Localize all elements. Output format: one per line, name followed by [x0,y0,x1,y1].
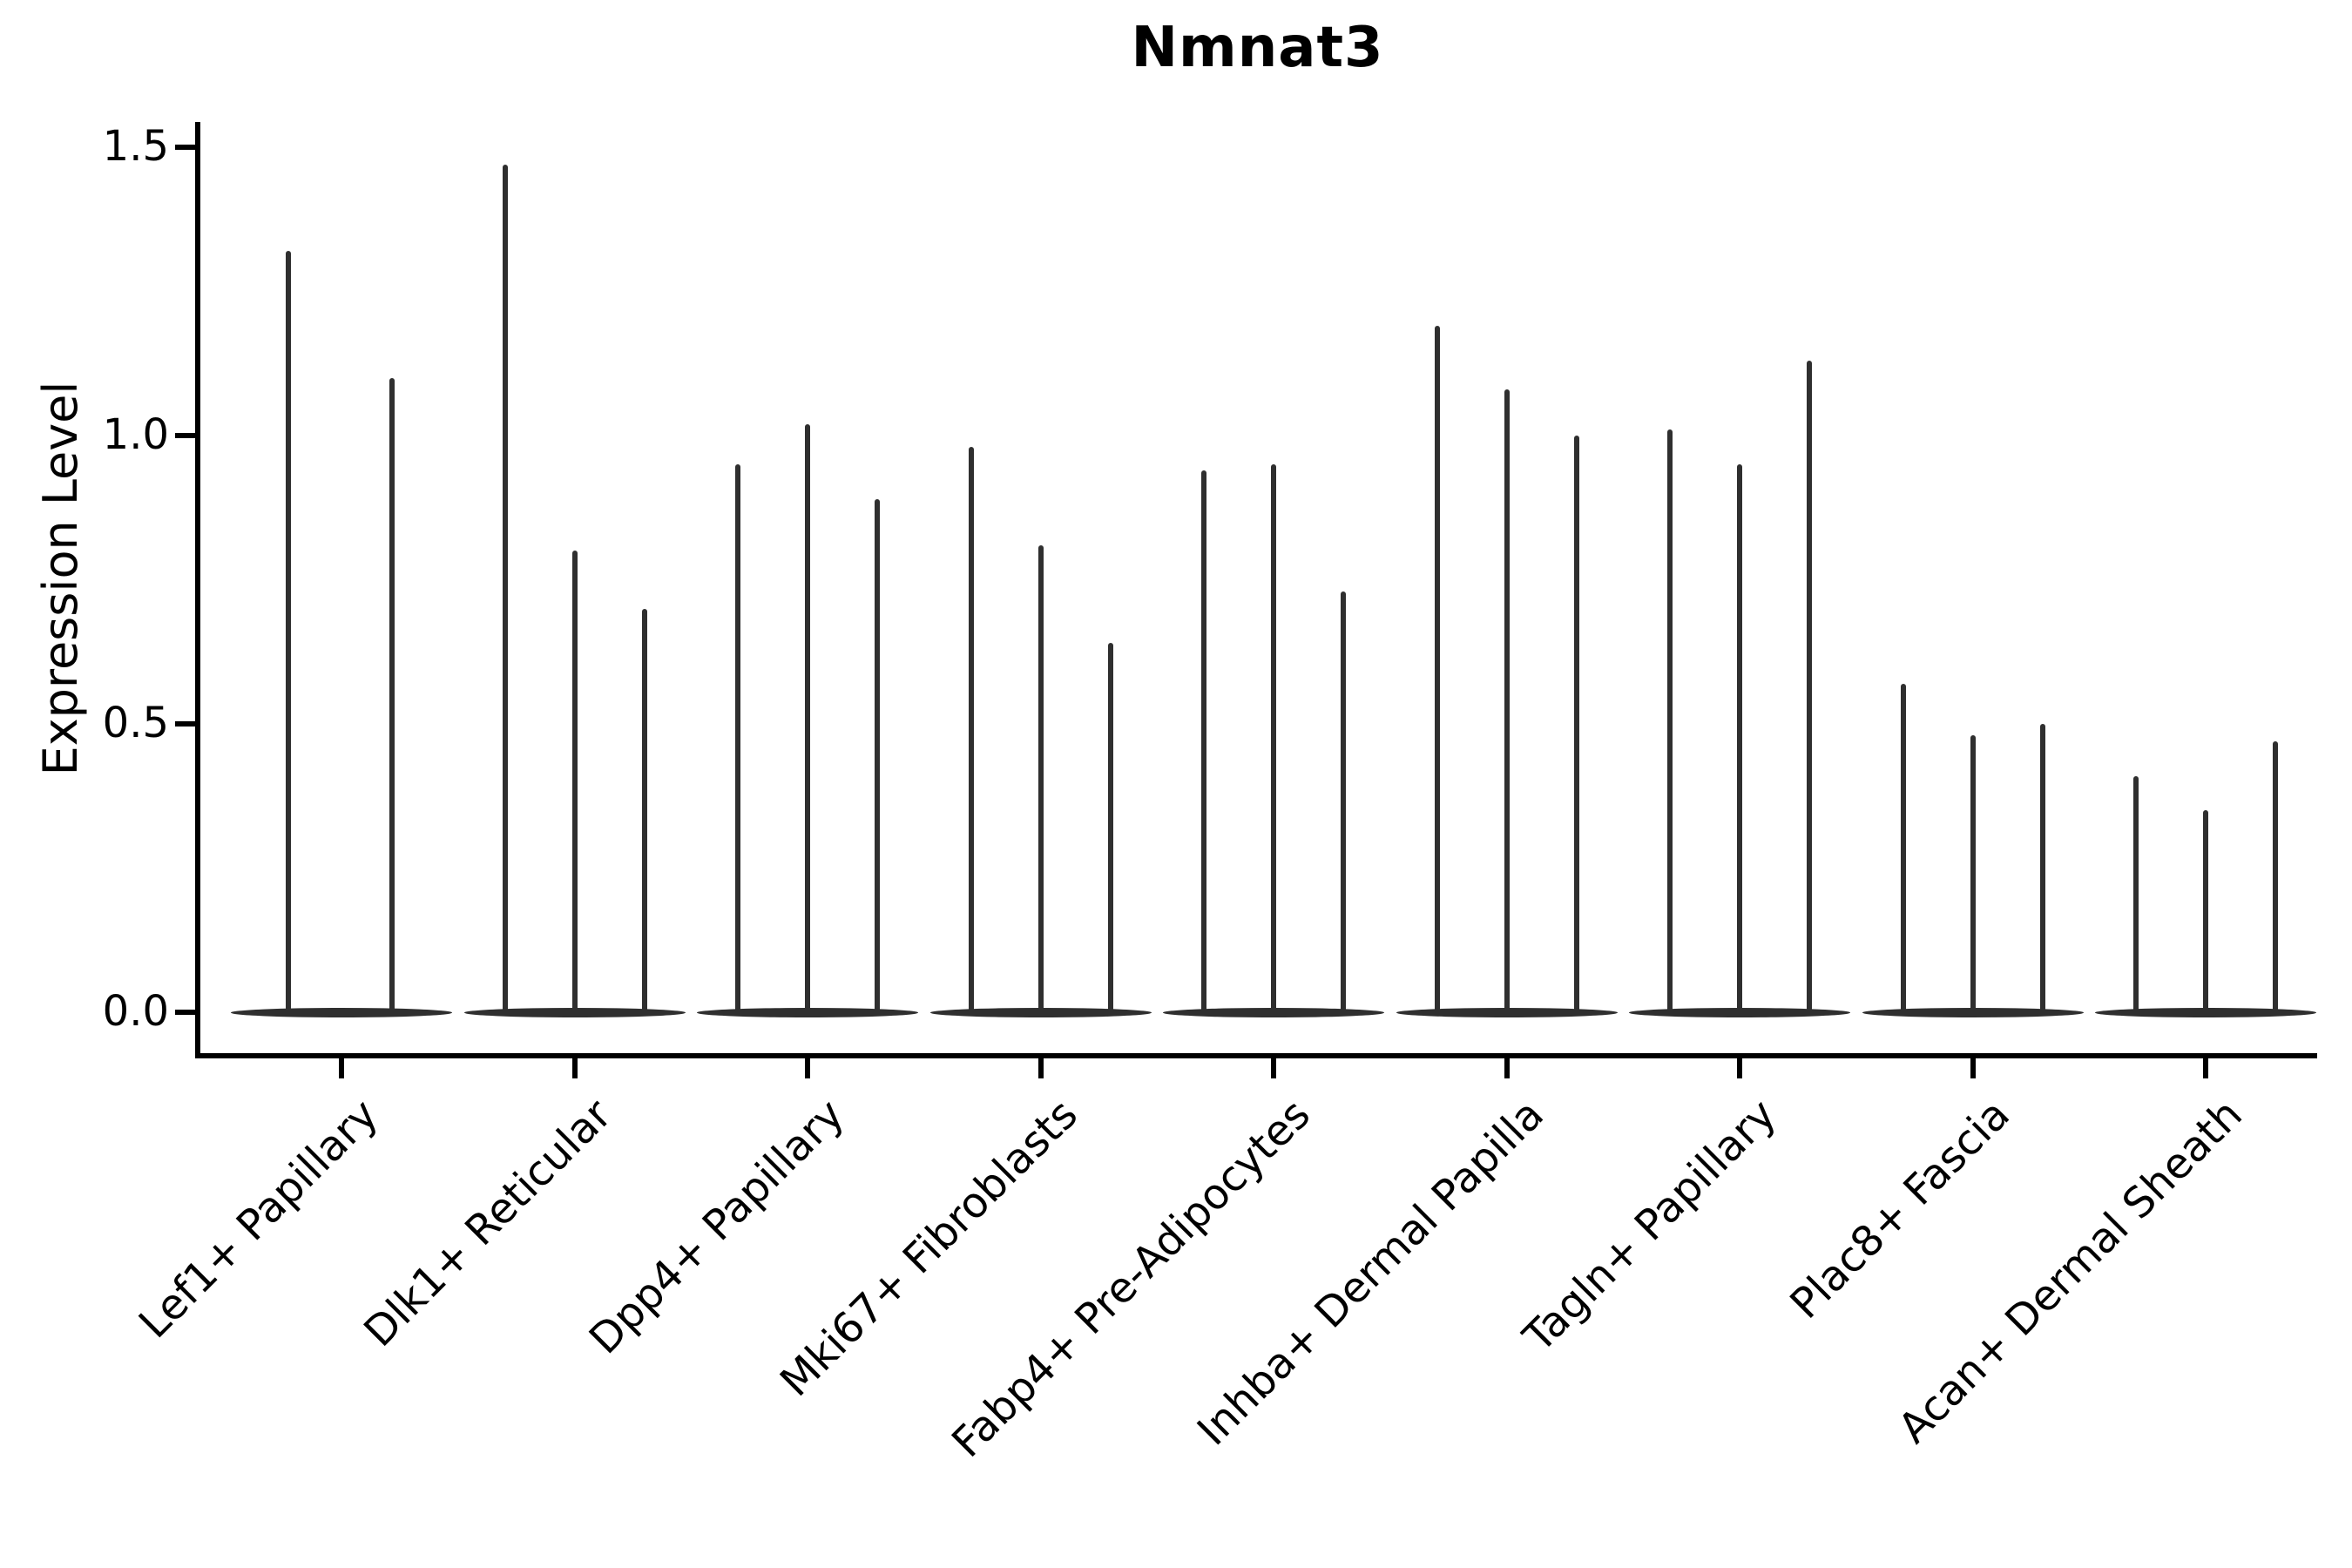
violin-spike [805,424,810,1015]
violin-spike [1504,389,1510,1015]
x-tick [1737,1058,1742,1078]
x-tick [2203,1058,2208,1078]
violin-spike [1201,470,1206,1015]
y-tick-label: 0.5 [102,699,169,747]
violin-spike [1900,684,1906,1015]
y-tick-label: 1.5 [102,122,169,171]
x-tick [1970,1058,1976,1078]
x-axis-spine [195,1053,2317,1058]
violin-spike [502,165,508,1015]
violin-spike [2133,776,2139,1015]
x-tick-label: Acan+ Dermal Sheath [1889,1090,2252,1453]
y-tick [175,433,196,438]
x-tick-label: Dlk1+ Reticular [354,1090,621,1356]
violin-spike [1107,643,1113,1015]
x-tick-label: Dpp4+ Papillary [579,1090,854,1364]
x-tick-label: Mki67+ Fibroblasts [770,1090,1087,1407]
violin-spike [875,499,880,1015]
violin-spike [1341,591,1346,1015]
x-tick [571,1058,578,1078]
x-tick-label: Plac8+ Fascia [1780,1090,2019,1328]
violin-spike [1434,326,1440,1015]
violin-spike [389,378,395,1015]
violin-spike [968,447,974,1015]
x-tick [1271,1058,1276,1078]
violin-spike [286,251,291,1015]
violin-spike [1037,545,1044,1015]
violin-base [231,1008,452,1017]
y-axis-spine [195,122,200,1058]
violin-spike [571,551,578,1015]
x-tick [1037,1058,1044,1078]
violin-spike [1807,361,1812,1015]
y-tick [175,721,196,727]
violin-spike [1667,429,1673,1015]
violin-spike [641,609,647,1015]
violin-spike [735,464,740,1015]
y-tick-label: 1.0 [102,410,169,459]
y-tick [175,145,196,150]
violin-spike [1737,464,1742,1015]
x-tick-label: Inhba+ Dermal Papilla [1187,1090,1553,1456]
x-tick [805,1058,810,1078]
x-tick-label: Tagln+ Papillary [1514,1090,1786,1362]
y-tick-label: 0.0 [102,987,169,1036]
violin-spike [2039,724,2045,1015]
chart-title: Nmnat3 [1131,16,1384,80]
violin-spike [2203,810,2208,1015]
violin-spike [1271,464,1276,1015]
y-tick [175,1010,196,1015]
violin-spike [1970,735,1976,1015]
x-tick-label: Fabp4+ Pre-Adipocytes [943,1090,1320,1467]
violin-spike [1573,436,1579,1015]
violin-spike [2273,741,2278,1015]
x-tick [1504,1058,1510,1078]
x-tick [339,1058,344,1078]
